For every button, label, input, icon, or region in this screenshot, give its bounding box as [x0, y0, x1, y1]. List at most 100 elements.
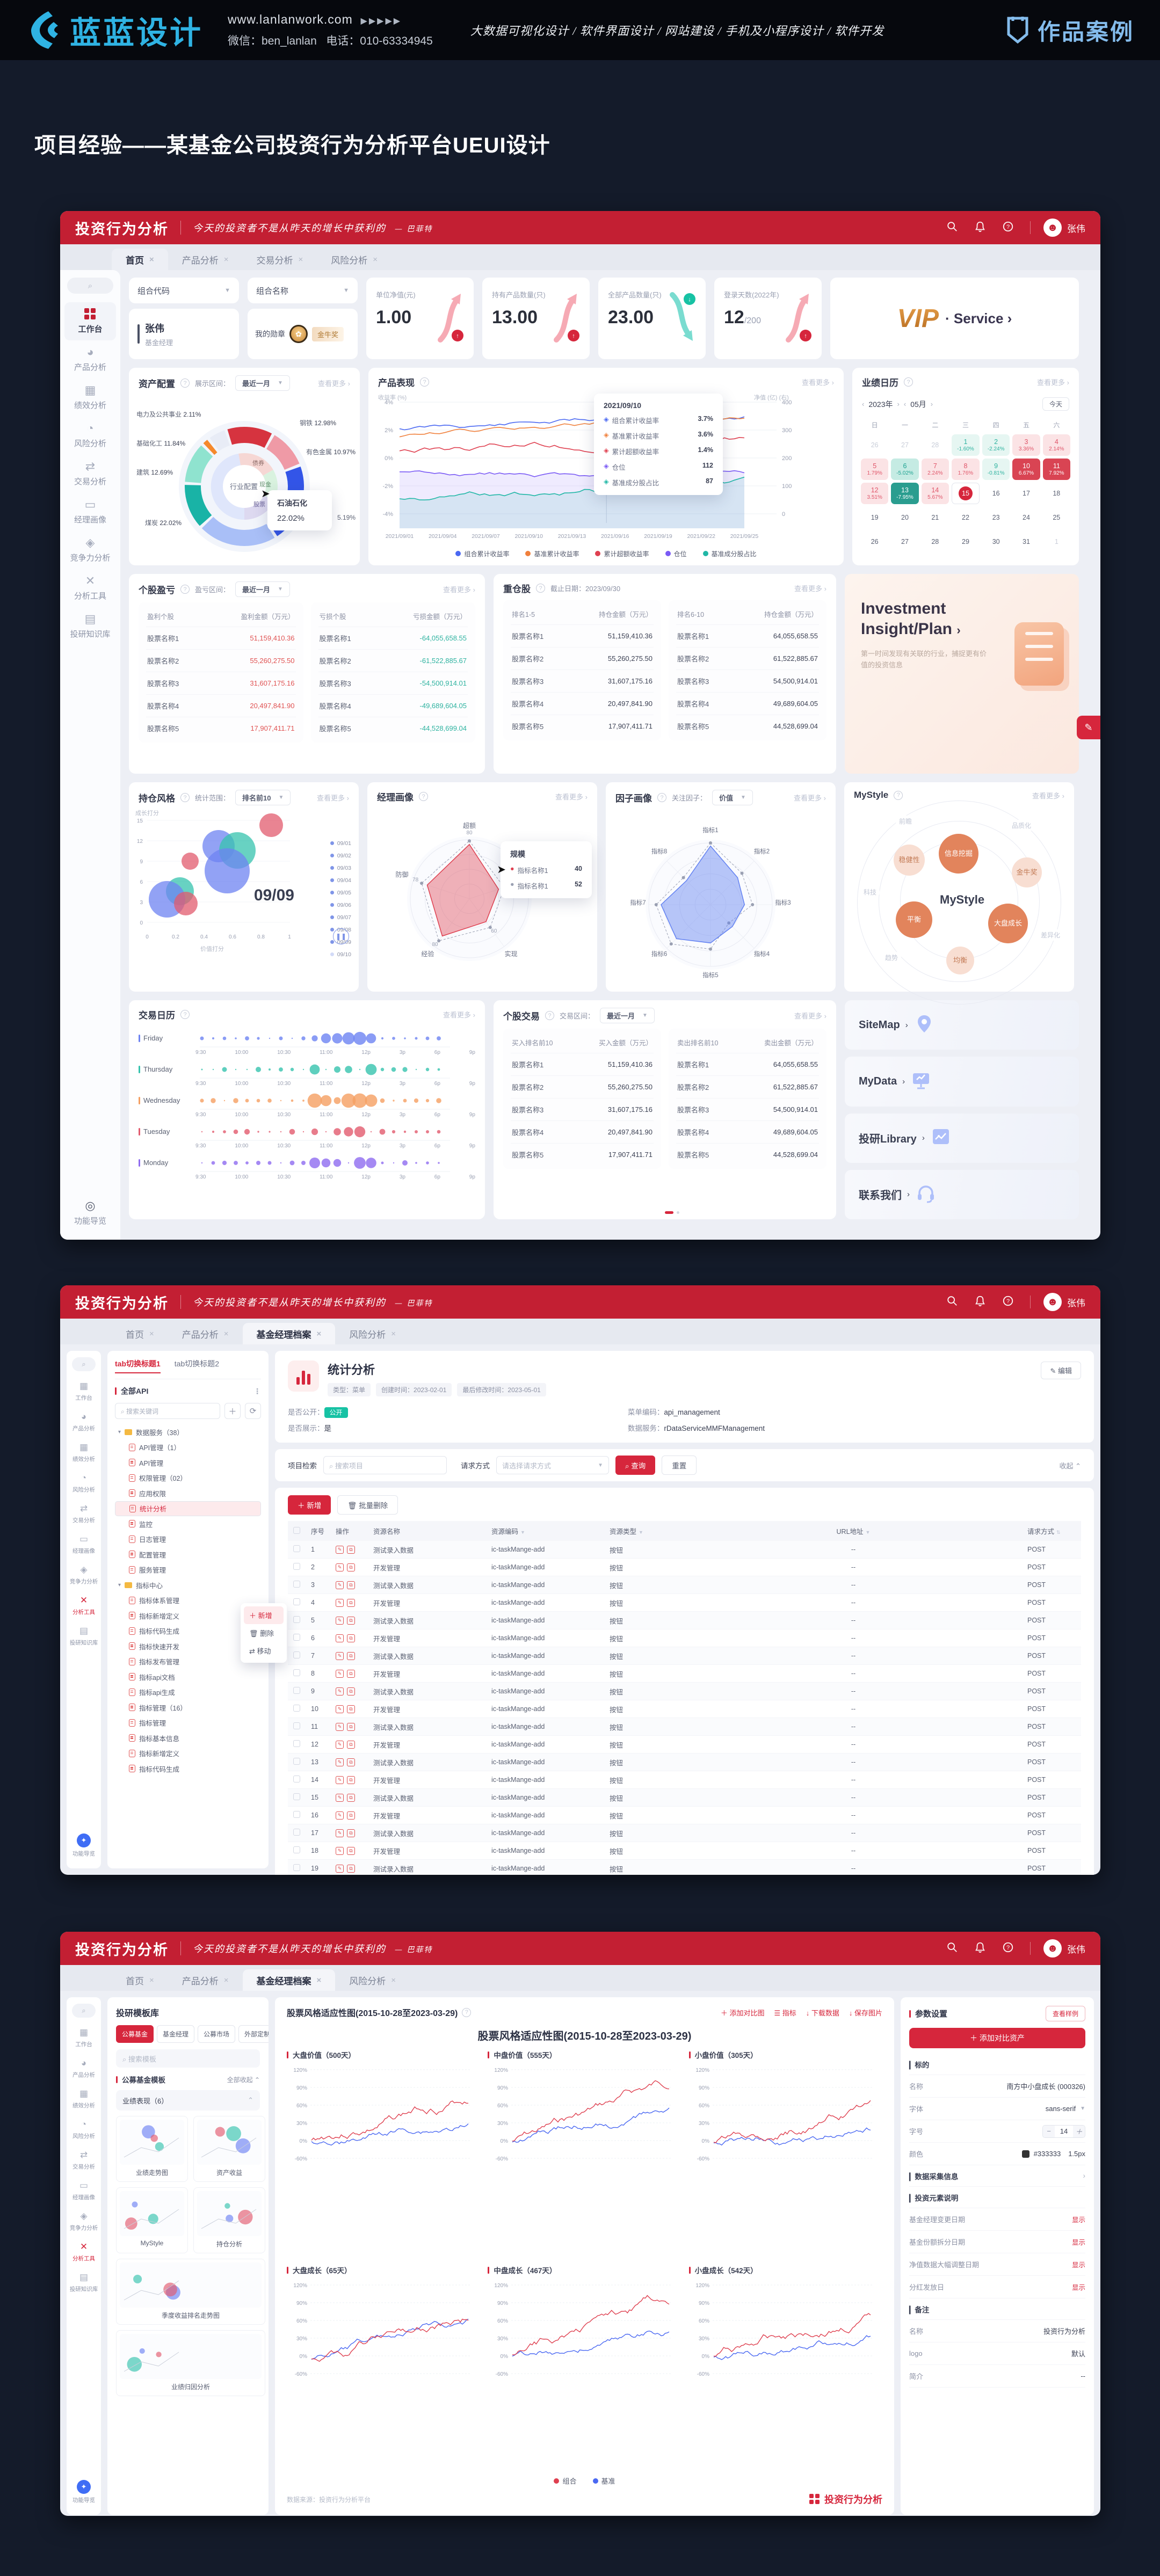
calendar-day[interactable]: 15 [951, 483, 980, 504]
calendar-day[interactable]: 27 [901, 441, 909, 449]
tree-item[interactable]: 指标发布管理 [115, 1654, 261, 1670]
calendar-day[interactable]: 18 [1053, 490, 1061, 497]
tab-2[interactable]: 基金经理档案 × [242, 1323, 336, 1344]
tree-item[interactable]: 指标快速开发 [115, 1639, 261, 1654]
tab-1[interactable]: 产品分析 × [182, 1975, 229, 1986]
rail-item-4[interactable]: ⇄ 交易分析 [73, 2150, 95, 2170]
show-link[interactable]: 显示 [1071, 2216, 1085, 2224]
vip-service-card[interactable]: VIP · Service › [830, 278, 1079, 359]
copy-icon[interactable]: ⧉ [347, 1723, 355, 1731]
copy-icon[interactable]: ⧉ [347, 1670, 355, 1678]
rail-item-1[interactable]: ◕ 产品分析 [73, 1411, 95, 1432]
sidebar-item-4[interactable]: ⇄ 交易分析 [64, 455, 116, 493]
context-menu-item[interactable]: ＋ 新增 [244, 1606, 284, 1624]
calendar-day[interactable]: 12 3.51% [861, 483, 889, 504]
info-icon[interactable]: ? [545, 1011, 554, 1020]
row-checkbox[interactable] [293, 1740, 300, 1747]
template-search-input[interactable]: ⌕ 搜索模板 [116, 2049, 260, 2068]
copy-icon[interactable]: ⧉ [347, 1634, 355, 1642]
calendar-day[interactable]: 13 -7.95% [891, 483, 919, 504]
tree-tab-1[interactable]: tab切换标题1 [115, 1358, 161, 1373]
copy-icon[interactable]: ⧉ [347, 1741, 355, 1749]
bell-icon[interactable] [974, 1295, 988, 1309]
more-link[interactable]: 查看更多 › [794, 585, 827, 593]
calendar-day[interactable]: 29 [962, 538, 969, 545]
quick-card-chart[interactable]: 投研Library › [845, 1113, 1079, 1163]
segment-1[interactable]: 基金经理 [157, 2025, 195, 2043]
section-bar[interactable]: 业绩表现（6） ⌃ [116, 2090, 260, 2111]
segment-0[interactable]: 公募基金 [116, 2025, 154, 2043]
edit-icon[interactable]: ✎ [336, 1741, 344, 1749]
font-size-stepper[interactable]: −14 ＋ [1042, 2124, 1085, 2138]
row-checkbox[interactable] [293, 1811, 300, 1818]
bell-icon[interactable] [974, 1941, 988, 1955]
tree-item[interactable]: API管理（1） [115, 1440, 261, 1456]
context-menu-item[interactable]: 🗑 删除 [249, 1629, 274, 1638]
edit-icon[interactable]: ✎ [336, 1563, 344, 1571]
quick-card-pin[interactable]: SiteMap › [845, 1000, 1079, 1050]
close-icon[interactable]: × [298, 254, 303, 264]
edit-icon[interactable]: ✎ [336, 1634, 344, 1642]
template-thumb[interactable]: 持仓分析 [193, 2187, 265, 2253]
tab-3[interactable]: 风险分析 × [349, 1329, 396, 1340]
sidebar-item-8[interactable]: ▤ 投研知识库 [64, 607, 116, 645]
group-data[interactable]: ▎数据采集信息 › [909, 2165, 1085, 2187]
site-logo[interactable]: 蓝蓝设计 [30, 8, 203, 53]
rail-item-3[interactable]: ◔ 风险分析 [73, 2119, 95, 2140]
calendar-day[interactable]: 17 [1023, 490, 1030, 497]
next-month-icon[interactable]: › [930, 400, 933, 408]
prev-year-icon[interactable]: ‹ [862, 400, 865, 408]
row-checkbox[interactable] [293, 1705, 300, 1712]
copy-icon[interactable]: ⧉ [347, 1811, 355, 1820]
calendar-day[interactable]: 21 [931, 514, 939, 521]
copy-icon[interactable]: ⧉ [347, 1829, 355, 1837]
rail-search[interactable]: ⌕ [72, 1357, 96, 1371]
calendar-day[interactable]: 25 [1053, 514, 1061, 521]
row-checkbox[interactable] [293, 1793, 300, 1800]
prev-month-icon[interactable]: ‹ [903, 400, 907, 408]
rail-item-0[interactable]: ▦ 工作台 [75, 1381, 92, 1401]
row-checkbox[interactable] [293, 1581, 300, 1588]
tree-item[interactable]: 指标管理（16） [115, 1700, 261, 1715]
template-thumb[interactable]: MyStyle [116, 2187, 188, 2253]
template-thumb[interactable]: 资产收益 [193, 2116, 265, 2182]
row-checkbox[interactable] [293, 1598, 300, 1605]
tab-0[interactable]: 首页 × [112, 249, 168, 270]
rail-item-5[interactable]: ▭ 经理画像 [73, 1534, 95, 1554]
copy-icon[interactable]: ⧉ [347, 1758, 355, 1766]
row-checkbox[interactable] [293, 1722, 300, 1729]
row-checkbox[interactable] [293, 1829, 300, 1836]
copy-icon[interactable]: ⧉ [347, 1865, 355, 1873]
sidebar-item-2[interactable]: ▦ 绩效分析 [64, 379, 116, 417]
calendar-day[interactable]: 5 1.79% [861, 459, 889, 480]
tree-item[interactable]: 应用权限 [115, 1486, 261, 1501]
avatar[interactable]: ☻ [1043, 219, 1062, 237]
tree-item[interactable]: 指标代码生成 [115, 1624, 261, 1639]
more-link[interactable]: 查看更多 › [318, 380, 350, 388]
tree-item[interactable]: 指标代码生成 [115, 1761, 261, 1777]
help-icon[interactable]: ? [1002, 221, 1016, 235]
tab-0[interactable]: 首页 × [126, 1329, 154, 1340]
rail-item-4[interactable]: ⇄ 交易分析 [73, 1503, 95, 1524]
calendar-day[interactable]: 6 -5.02% [891, 459, 919, 480]
tree-item[interactable]: 指标api文档 [115, 1669, 261, 1685]
template-thumb-wide[interactable]: 季度收益排名走势图 [116, 2259, 265, 2325]
sidebar-item-guide[interactable]: ◎ 功能导览 [74, 1199, 106, 1226]
avatar[interactable]: ☻ [1043, 1939, 1062, 1958]
tab-3[interactable]: 风险分析 × [331, 254, 378, 266]
rail-item-guide[interactable]: ✦ 功能导览 [68, 2476, 100, 2508]
tree-item[interactable]: 日志管理 [115, 1532, 261, 1547]
range-select[interactable]: 排名前10 ▼ [235, 790, 291, 805]
template-thumb[interactable]: 业绩走势图 [116, 2116, 188, 2182]
tab-2[interactable]: 基金经理档案 × [242, 1969, 336, 1991]
style-bubble[interactable]: 大盘成长 [988, 904, 1028, 943]
info-icon[interactable]: ? [894, 790, 903, 800]
row-checkbox[interactable] [293, 1563, 300, 1570]
edit-icon[interactable]: ✎ [336, 1723, 344, 1731]
calendar-day[interactable]: 20 [901, 514, 909, 521]
insight-banner[interactable]: Investment Insight/Plan › 第一时间发现有关联的行业，捕捉… [845, 574, 1079, 774]
more-link[interactable]: 查看更多 › [1037, 379, 1069, 387]
pause-button[interactable]: ❚❚ [333, 928, 349, 944]
edit-icon[interactable]: ✎ [336, 1617, 344, 1625]
close-icon[interactable]: × [373, 254, 378, 264]
